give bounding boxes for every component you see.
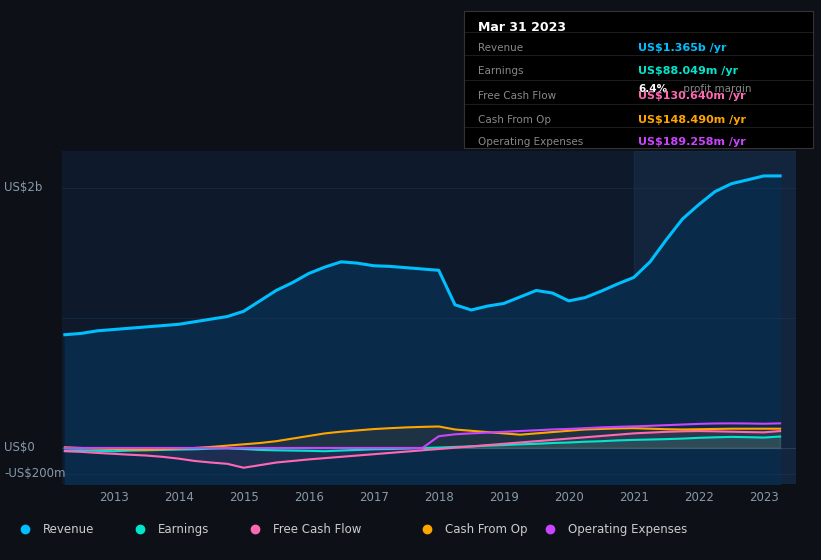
Text: Operating Expenses: Operating Expenses — [568, 522, 687, 536]
Text: Revenue: Revenue — [43, 522, 94, 536]
Text: US$1.365b /yr: US$1.365b /yr — [639, 43, 727, 53]
Text: US$0: US$0 — [4, 441, 34, 455]
Text: US$148.490m /yr: US$148.490m /yr — [639, 115, 746, 125]
Text: US$88.049m /yr: US$88.049m /yr — [639, 66, 738, 76]
Text: Free Cash Flow: Free Cash Flow — [273, 522, 361, 536]
Text: -US$200m: -US$200m — [4, 468, 66, 480]
Text: 6.4%: 6.4% — [639, 84, 667, 94]
Text: Cash From Op: Cash From Op — [445, 522, 527, 536]
Text: Cash From Op: Cash From Op — [478, 115, 551, 125]
Text: Earnings: Earnings — [158, 522, 209, 536]
Text: US$189.258m /yr: US$189.258m /yr — [639, 137, 746, 147]
Text: Free Cash Flow: Free Cash Flow — [478, 91, 556, 101]
Text: Revenue: Revenue — [478, 43, 523, 53]
Text: Operating Expenses: Operating Expenses — [478, 137, 583, 147]
Bar — [634, 151, 796, 484]
Text: Earnings: Earnings — [478, 66, 523, 76]
Text: profit margin: profit margin — [680, 84, 752, 94]
Text: US$2b: US$2b — [4, 181, 43, 194]
Text: Mar 31 2023: Mar 31 2023 — [478, 21, 566, 34]
Text: US$130.640m /yr: US$130.640m /yr — [639, 91, 746, 101]
